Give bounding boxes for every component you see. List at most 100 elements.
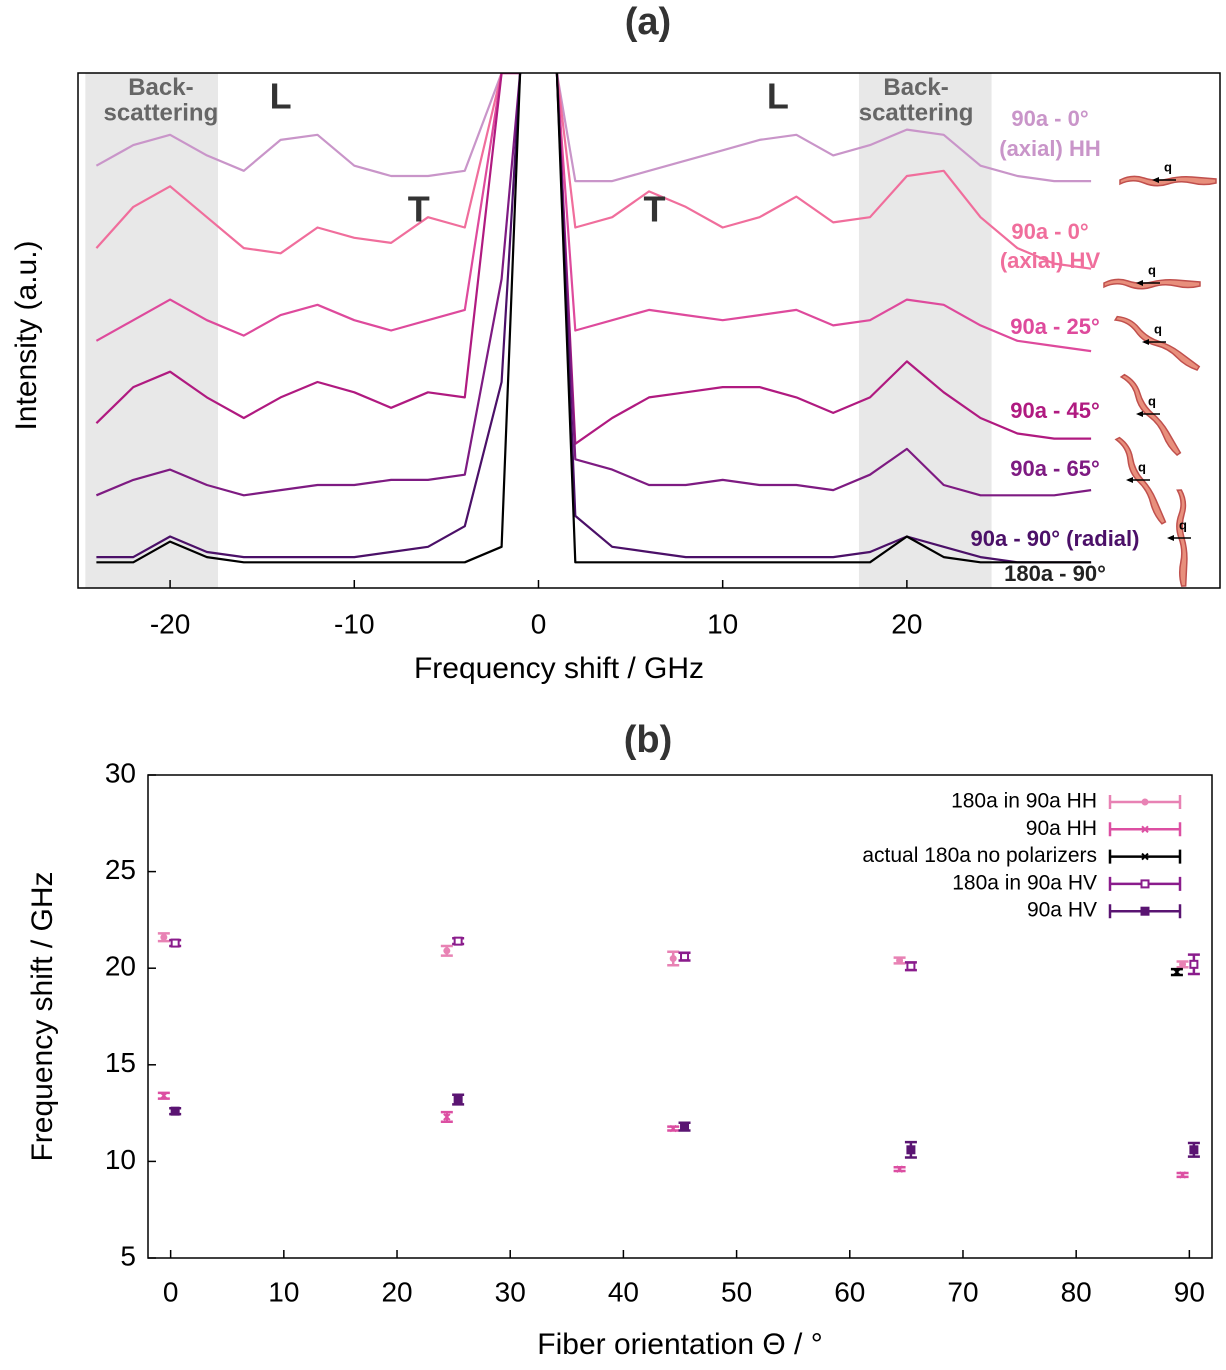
annotation: scattering	[859, 100, 974, 127]
x-tick-label: -20	[150, 608, 190, 639]
x-tick-label: 20	[891, 608, 922, 639]
y-tick-label: 10	[105, 1144, 136, 1175]
legend-marker	[1141, 798, 1149, 806]
legend-label: actual 180a no polarizers	[862, 844, 1097, 867]
legend-marker	[1140, 879, 1150, 889]
x-tick-label: 30	[495, 1276, 526, 1307]
plot-frame	[147, 774, 1213, 1259]
series-label: 90a - 0° (axial) HV	[1000, 219, 1101, 273]
x-tick-label: 0	[531, 608, 547, 639]
fiber-icon: q	[1113, 315, 1201, 371]
q-arrow-head	[1152, 177, 1159, 183]
point	[453, 1095, 463, 1105]
series-label: 90a - 45°	[1010, 398, 1100, 423]
series-label: 90a - 25°	[1010, 314, 1100, 339]
spectrum-line	[95, 73, 1092, 497]
point	[680, 952, 690, 962]
y-tick-label: 30	[105, 757, 136, 788]
x-tick-label: 50	[721, 1276, 752, 1307]
legend-label: 90a HV	[1027, 899, 1097, 922]
q-label: q	[1138, 459, 1146, 474]
y-tick-label: 5	[120, 1240, 136, 1271]
spectrum-line	[95, 73, 1092, 445]
legend-marker	[1141, 825, 1149, 834]
point	[170, 1106, 180, 1116]
point	[906, 961, 916, 971]
series-label: 90a - 90° (radial)	[971, 526, 1140, 551]
legend-label: 180a in 90a HH	[951, 790, 1097, 813]
point	[896, 956, 904, 964]
annotation: L	[767, 75, 789, 116]
legend-label: 90a HH	[1026, 817, 1097, 840]
spectrum-line	[95, 73, 1092, 183]
point	[1189, 959, 1199, 969]
series-label: 90a - 0° (axial) HH	[999, 106, 1100, 161]
point	[160, 1092, 168, 1100]
point	[895, 1165, 904, 1173]
spectrum-line	[95, 73, 1092, 353]
x-tick-label: 40	[608, 1276, 639, 1307]
fiber-shape	[1119, 373, 1182, 456]
q-arrow-head	[1126, 477, 1133, 483]
y-axis-label: Frequency shift / GHz	[26, 871, 59, 1161]
q-arrow-head	[1136, 280, 1143, 286]
x-axis-label: Frequency shift / GHz	[414, 652, 704, 685]
point	[1179, 960, 1187, 968]
x-tick-label: 90	[1174, 1276, 1205, 1307]
x-axis-label: Fiber orientation Θ / °	[537, 1328, 822, 1361]
point	[1173, 968, 1181, 976]
panel-title: (a)	[625, 1, 671, 43]
legend-marker	[1140, 906, 1150, 916]
point	[680, 1122, 690, 1132]
fiber-icon: q	[1114, 436, 1167, 525]
point	[669, 955, 677, 963]
point	[906, 1145, 916, 1155]
annotation: T	[408, 189, 430, 230]
spectrum-line	[96, 73, 1092, 564]
annotation: Back-	[128, 74, 193, 101]
point	[1178, 1171, 1187, 1179]
x-tick-label: 0	[163, 1276, 179, 1307]
x-tick-label: 10	[707, 608, 738, 639]
fiber-icon: q	[1119, 373, 1182, 456]
spectrum-line	[96, 73, 1092, 564]
legend-label: 180a in 90a HV	[952, 871, 1097, 894]
shaded-region	[858, 73, 992, 588]
q-arrow-head	[1142, 339, 1149, 345]
point	[1189, 1145, 1199, 1155]
fiber-shape	[1113, 315, 1201, 371]
x-tick-label: 60	[834, 1276, 865, 1307]
point	[160, 933, 168, 941]
fiber-icon: q	[1167, 489, 1191, 587]
q-arrow-head	[1167, 535, 1174, 541]
q-label: q	[1154, 321, 1162, 336]
q-label: q	[1148, 393, 1156, 408]
plot-frame	[77, 72, 1221, 589]
q-arrow-head	[1136, 411, 1143, 417]
fiber-icon: q	[1119, 159, 1217, 187]
y-tick-label: 20	[105, 951, 136, 982]
y-axis-label: Intensity (a.u.)	[10, 240, 43, 430]
x-tick-label: -10	[334, 608, 374, 639]
x-tick-label: 10	[268, 1276, 299, 1307]
series-label: 90a - 65°	[1010, 456, 1100, 481]
spectrum-line	[95, 73, 1092, 270]
series-label: 180a - 90°	[1004, 561, 1106, 586]
plot-area	[95, 73, 1092, 564]
point	[443, 1113, 451, 1121]
annotation: L	[270, 75, 292, 116]
annotation: Back-	[883, 74, 948, 101]
legend-marker	[1141, 852, 1149, 861]
fiber-shape	[1119, 175, 1217, 187]
y-tick-label: 25	[105, 854, 136, 885]
annotation: T	[644, 189, 666, 230]
fiber-shape	[1103, 278, 1201, 290]
x-tick-label: 20	[381, 1276, 412, 1307]
point	[443, 947, 451, 955]
point	[669, 1124, 677, 1133]
point	[170, 938, 180, 948]
annotation: scattering	[104, 100, 219, 127]
x-tick-label: 70	[947, 1276, 978, 1307]
q-label: q	[1179, 517, 1187, 532]
